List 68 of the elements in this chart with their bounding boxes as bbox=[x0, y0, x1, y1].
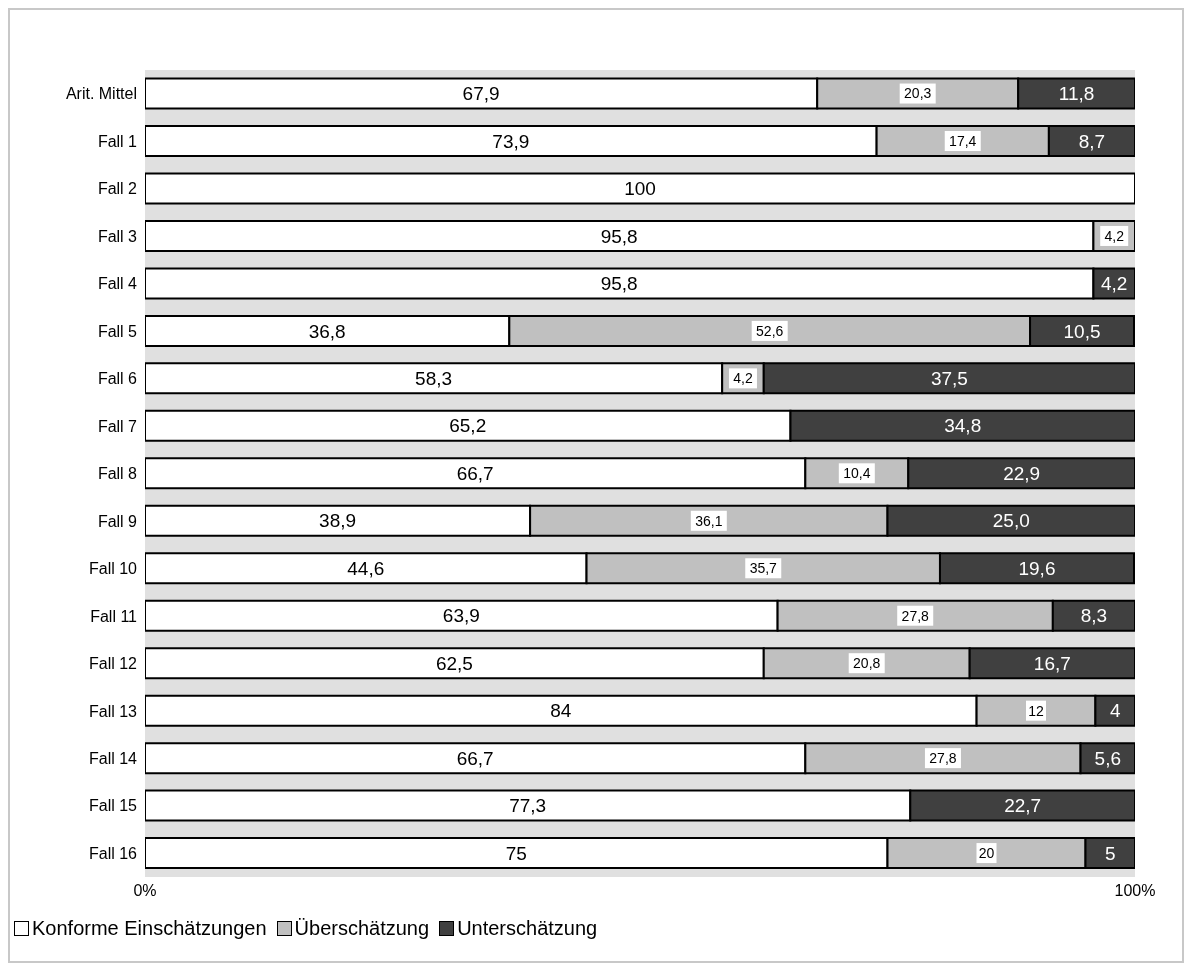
data-label: 37,5 bbox=[930, 368, 968, 390]
data-label: 38,9 bbox=[319, 510, 357, 532]
y-tick-label: Fall 10 bbox=[88, 560, 138, 578]
x-tick-label: 0% bbox=[133, 882, 157, 900]
data-label: 8,3 bbox=[1080, 605, 1108, 627]
y-tick-label: Fall 4 bbox=[97, 275, 138, 293]
legend-label: Unterschätzung bbox=[456, 917, 598, 940]
data-label: 73,9 bbox=[492, 130, 530, 152]
data-label: 27,8 bbox=[901, 607, 930, 624]
data-label: 27,8 bbox=[929, 750, 957, 767]
y-tick-label: Fall 8 bbox=[97, 465, 138, 483]
y-tick-label: Fall 9 bbox=[97, 512, 138, 530]
data-label: 4 bbox=[1109, 700, 1121, 722]
data-label: 4,2 bbox=[1104, 227, 1125, 244]
data-label: 16,7 bbox=[1033, 652, 1071, 674]
y-tick-label: Fall 14 bbox=[88, 750, 138, 767]
data-label: 10,5 bbox=[1063, 320, 1101, 342]
data-label: 58,3 bbox=[415, 368, 453, 390]
data-label: 95,8 bbox=[600, 225, 638, 247]
data-label: 11,8 bbox=[1058, 83, 1095, 105]
data-label: 75 bbox=[505, 842, 527, 864]
y-tick-label: Fall 1 bbox=[97, 132, 138, 150]
data-label: 22,9 bbox=[1003, 462, 1041, 484]
data-label: 52,6 bbox=[756, 322, 784, 339]
data-label: 62,5 bbox=[435, 652, 473, 674]
data-label: 8,7 bbox=[1078, 130, 1106, 152]
data-label: 17,4 bbox=[949, 132, 977, 149]
data-label: 10,4 bbox=[843, 465, 871, 482]
data-label: 4,2 bbox=[733, 370, 753, 387]
data-label: 65,2 bbox=[449, 415, 487, 437]
y-tick-label: Fall 3 bbox=[97, 227, 138, 245]
legend-label: Konforme Einschätzungen bbox=[31, 917, 267, 940]
data-label: 20,3 bbox=[904, 85, 932, 102]
data-label: 95,8 bbox=[600, 273, 638, 295]
y-tick-label: Arit. Mittel bbox=[65, 85, 137, 103]
data-label: 35,7 bbox=[749, 560, 778, 577]
data-label: 100 bbox=[624, 178, 656, 200]
data-label: 25,0 bbox=[992, 510, 1030, 532]
y-tick-label: Fall 16 bbox=[88, 844, 138, 862]
data-label: 36,1 bbox=[695, 512, 723, 529]
y-tick-label: Fall 15 bbox=[88, 797, 138, 815]
data-label: 5,6 bbox=[1094, 747, 1121, 769]
y-tick-label: Fall 7 bbox=[97, 417, 138, 435]
data-label: 44,6 bbox=[347, 557, 385, 579]
y-tick-label: Fall 13 bbox=[88, 702, 138, 720]
data-label: 36,8 bbox=[308, 320, 346, 342]
data-label: 84 bbox=[550, 700, 572, 722]
y-tick-label: Fall 11 bbox=[90, 607, 138, 625]
data-label: 20,8 bbox=[853, 655, 881, 672]
y-tick-label: Fall 12 bbox=[88, 655, 138, 673]
y-tick-label: Fall 5 bbox=[97, 322, 138, 340]
y-tick-label: Fall 2 bbox=[97, 180, 138, 198]
x-tick-label: 100% bbox=[1114, 882, 1156, 900]
data-label: 67,9 bbox=[462, 83, 500, 105]
data-label: 19,6 bbox=[1018, 557, 1056, 579]
legend-label: Überschätzung bbox=[293, 917, 430, 940]
bar bbox=[145, 172, 1135, 205]
y-tick-label: Fall 6 bbox=[97, 370, 138, 388]
data-label: 5 bbox=[1104, 842, 1116, 864]
data-label: 63,9 bbox=[442, 605, 480, 627]
data-label: 66,7 bbox=[456, 747, 494, 769]
data-label: 4,2 bbox=[1101, 273, 1128, 295]
data-label: 22,7 bbox=[1004, 795, 1042, 817]
data-label: 12 bbox=[1028, 702, 1044, 719]
data-label: 66,7 bbox=[456, 462, 494, 484]
data-label: 77,3 bbox=[509, 795, 547, 817]
data-label: 20 bbox=[978, 844, 995, 861]
data-label: 34,8 bbox=[944, 415, 982, 437]
